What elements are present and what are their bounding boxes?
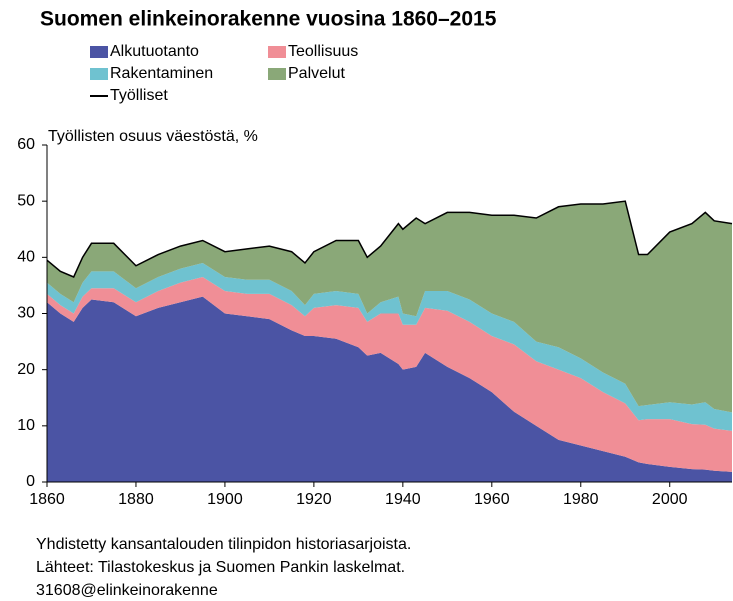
x-tick-label: 1960 (474, 491, 510, 508)
y-tick-label: 30 (17, 305, 35, 322)
legend-label: Teollisuus (288, 43, 358, 60)
legend-label: Alkutuotanto (110, 43, 199, 60)
x-tick-label: 1920 (296, 491, 332, 508)
x-tick-label: 1940 (385, 491, 421, 508)
y-tick-label: 10 (17, 417, 35, 434)
y-tick-label: 20 (17, 361, 35, 378)
legend-swatch (90, 68, 108, 80)
x-tick-label: 1860 (29, 491, 65, 508)
total-line (46, 200, 733, 278)
legend-label: Työlliset (110, 87, 168, 104)
y-tick-label: 50 (17, 192, 35, 209)
note: Lähteet: Tilastokeskus ja Suomen Pankin … (36, 559, 405, 576)
y-axis-label: Työllisten osuus väestöstä, % (48, 128, 258, 145)
area (47, 296, 732, 482)
y-tick-label: 40 (17, 249, 35, 266)
chart-title: Suomen elinkeinorakenne vuosina 1860–201… (40, 8, 497, 31)
note: Yhdistetty kansantalouden tilinpidon his… (36, 536, 411, 553)
legend-swatch (268, 46, 286, 58)
area (47, 201, 732, 413)
legend-swatch (90, 46, 108, 58)
x-tick-label: 2000 (652, 491, 688, 508)
area (47, 262, 732, 431)
x-tick-label: 1900 (207, 491, 243, 508)
x-tick-label: 1880 (118, 491, 154, 508)
legend-swatch (268, 68, 286, 80)
legend-label: Rakentaminen (110, 65, 213, 82)
y-tick-label: 0 (26, 473, 35, 490)
x-tick-label: 1980 (563, 491, 599, 508)
legend-label: Palvelut (288, 65, 345, 82)
y-tick-label: 60 (17, 136, 35, 153)
note: 31608@elinkeinorakenne (36, 582, 218, 599)
area (47, 276, 732, 472)
